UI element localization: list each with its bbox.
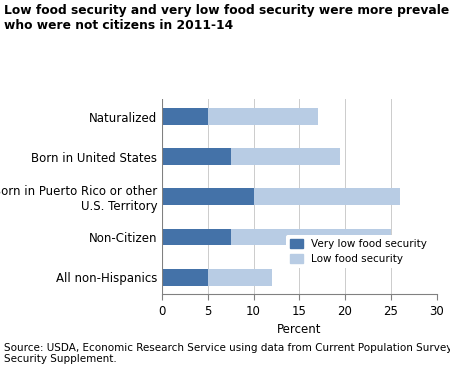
Bar <box>162 148 341 165</box>
Bar <box>162 108 208 125</box>
Text: Low food security and very low food security were more prevalent among Hispanic : Low food security and very low food secu… <box>4 4 450 32</box>
Bar <box>162 269 208 286</box>
Bar <box>162 229 391 245</box>
Bar <box>162 269 272 286</box>
Bar <box>162 188 253 205</box>
Legend: Very low food security, Low food security: Very low food security, Low food securit… <box>286 235 431 268</box>
Bar <box>162 108 318 125</box>
X-axis label: Percent: Percent <box>277 323 321 336</box>
Bar <box>162 229 230 245</box>
Text: Source: USDA, Economic Research Service using data from Current Population Surve: Source: USDA, Economic Research Service … <box>4 343 450 364</box>
Bar <box>162 148 230 165</box>
Bar <box>162 188 400 205</box>
